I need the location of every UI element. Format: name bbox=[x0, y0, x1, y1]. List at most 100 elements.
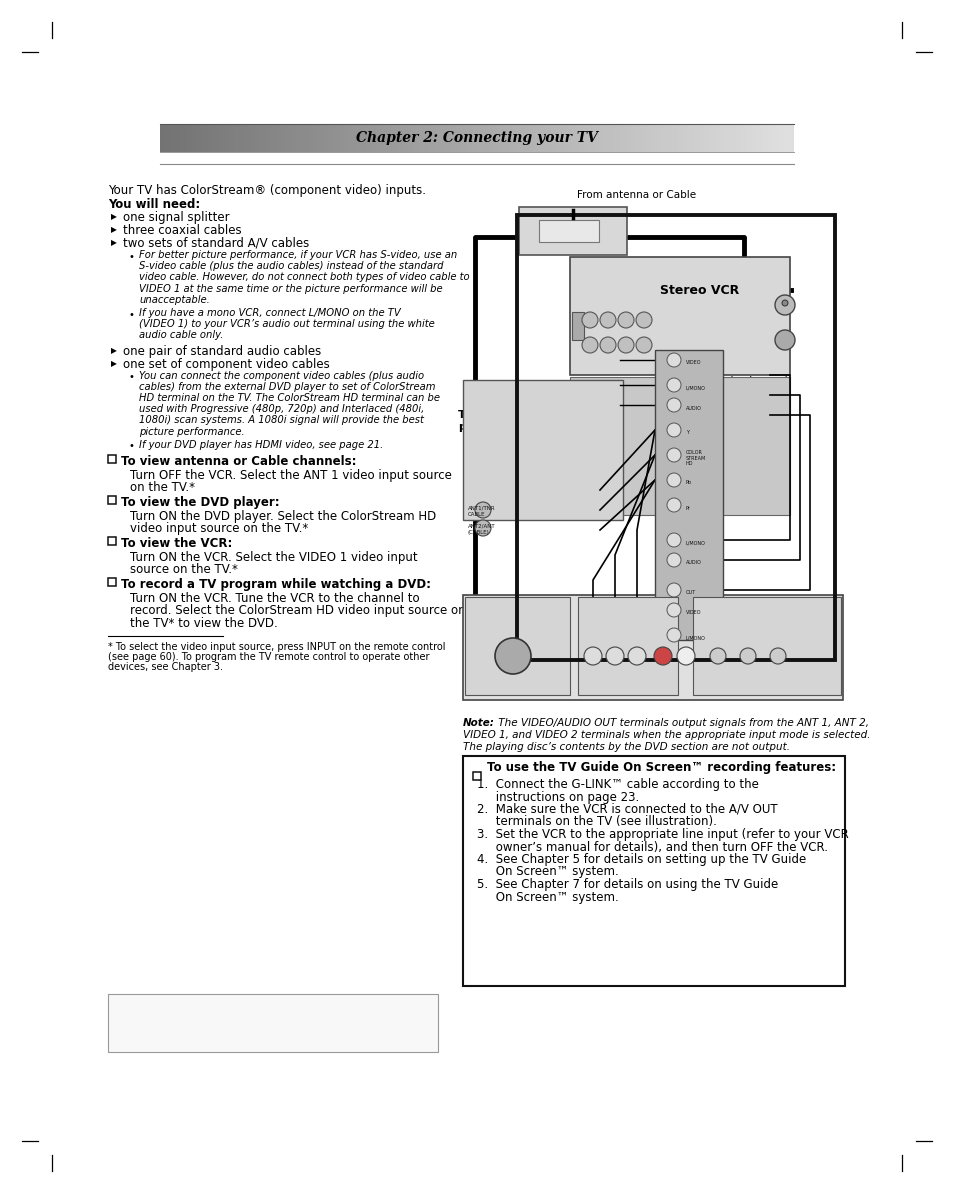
Text: •: • bbox=[128, 441, 133, 451]
Text: owner’s manual for details), and then turn OFF the VCR.: owner’s manual for details), and then tu… bbox=[476, 841, 827, 853]
Text: Y: Y bbox=[685, 431, 688, 435]
Bar bbox=[196, 124, 203, 152]
Bar bbox=[202, 124, 208, 152]
Bar bbox=[387, 124, 393, 152]
Circle shape bbox=[666, 628, 680, 642]
Bar bbox=[518, 124, 524, 152]
Bar bbox=[175, 124, 181, 152]
Bar bbox=[165, 124, 171, 152]
Bar bbox=[757, 124, 762, 152]
Circle shape bbox=[774, 330, 794, 350]
Bar bbox=[672, 124, 678, 152]
Bar bbox=[460, 124, 466, 152]
Circle shape bbox=[605, 647, 623, 665]
Bar bbox=[397, 124, 403, 152]
Text: Pb: Pb bbox=[685, 481, 691, 486]
Bar bbox=[561, 124, 567, 152]
Bar bbox=[281, 124, 287, 152]
Bar bbox=[462, 381, 622, 520]
Circle shape bbox=[774, 295, 794, 315]
Bar bbox=[682, 124, 688, 152]
Bar bbox=[186, 124, 192, 152]
Bar bbox=[497, 124, 503, 152]
Bar bbox=[171, 124, 176, 152]
Bar bbox=[535, 124, 540, 152]
Text: TV lower back: TV lower back bbox=[457, 410, 545, 420]
Circle shape bbox=[581, 313, 598, 328]
Text: ANT2/ANT
(CABLE): ANT2/ANT (CABLE) bbox=[468, 524, 496, 534]
Bar bbox=[329, 124, 335, 152]
Text: terminals on the TV (see illustration).: terminals on the TV (see illustration). bbox=[476, 816, 716, 828]
Text: •: • bbox=[128, 372, 133, 382]
Circle shape bbox=[495, 638, 531, 674]
Bar bbox=[456, 124, 461, 152]
Bar bbox=[250, 124, 255, 152]
Bar bbox=[292, 124, 297, 152]
Circle shape bbox=[666, 472, 680, 487]
Bar bbox=[524, 124, 530, 152]
Bar bbox=[466, 124, 472, 152]
Text: AUDIO: AUDIO bbox=[685, 561, 701, 565]
Text: 1.  Connect the G-LINK™ cable according to the: 1. Connect the G-LINK™ cable according t… bbox=[476, 778, 758, 791]
Bar bbox=[366, 124, 372, 152]
Bar bbox=[313, 124, 318, 152]
Text: three coaxial cables: three coaxial cables bbox=[123, 224, 241, 237]
Text: VIDEO: VIDEO bbox=[685, 360, 700, 365]
Bar bbox=[651, 124, 657, 152]
Bar bbox=[350, 124, 355, 152]
Bar bbox=[730, 124, 736, 152]
Text: video input source on the TV.*: video input source on the TV.* bbox=[130, 523, 308, 536]
Text: ▶: ▶ bbox=[111, 212, 117, 221]
Text: To use the TV Guide On Screen™ recording features:: To use the TV Guide On Screen™ recording… bbox=[486, 761, 835, 774]
Bar bbox=[761, 124, 767, 152]
Bar bbox=[297, 124, 303, 152]
Bar bbox=[323, 124, 329, 152]
Bar bbox=[614, 124, 619, 152]
Circle shape bbox=[666, 533, 680, 548]
Text: devices, see Chapter 3.: devices, see Chapter 3. bbox=[108, 662, 223, 673]
Text: To view the DVD player:: To view the DVD player: bbox=[121, 496, 279, 509]
Text: ▶: ▶ bbox=[111, 346, 117, 354]
Circle shape bbox=[769, 648, 785, 665]
Bar bbox=[493, 124, 498, 152]
Text: If you have a mono VCR, connect L/MONO on the TV: If you have a mono VCR, connect L/MONO o… bbox=[139, 308, 400, 319]
Bar bbox=[645, 124, 651, 152]
Bar bbox=[408, 124, 414, 152]
Text: VIDEO: VIDEO bbox=[685, 611, 700, 616]
Bar bbox=[517, 215, 834, 660]
Bar bbox=[462, 595, 842, 700]
Text: OUT: OUT bbox=[685, 591, 696, 595]
Text: picture performance.: picture performance. bbox=[139, 427, 244, 437]
Text: Turn ON the VCR. Tune the VCR to the channel to: Turn ON the VCR. Tune the VCR to the cha… bbox=[130, 592, 419, 605]
Bar bbox=[655, 350, 722, 639]
Bar bbox=[462, 756, 844, 985]
Bar bbox=[735, 124, 740, 152]
Text: ▶: ▶ bbox=[111, 359, 117, 367]
Bar bbox=[666, 124, 672, 152]
Bar bbox=[223, 124, 229, 152]
Text: used with Progressive (480p, 720p) and Interlaced (480i,: used with Progressive (480p, 720p) and I… bbox=[139, 404, 424, 414]
Text: ANT1/TNR
CABLE: ANT1/TNR CABLE bbox=[468, 506, 496, 517]
Bar bbox=[345, 124, 351, 152]
Bar bbox=[276, 124, 282, 152]
Bar bbox=[556, 124, 561, 152]
Text: unacceptable.: unacceptable. bbox=[139, 295, 210, 304]
Circle shape bbox=[654, 647, 671, 665]
Bar bbox=[572, 313, 583, 340]
Text: COLOR
STREAM
HD: COLOR STREAM HD bbox=[685, 450, 705, 466]
Circle shape bbox=[618, 313, 634, 328]
Bar bbox=[414, 124, 419, 152]
Bar bbox=[435, 124, 440, 152]
Bar bbox=[108, 537, 116, 545]
Text: From antenna or Cable: From antenna or Cable bbox=[577, 190, 696, 200]
Bar bbox=[445, 124, 451, 152]
Bar bbox=[751, 124, 757, 152]
Text: To view the VCR:: To view the VCR: bbox=[121, 537, 233, 550]
Bar bbox=[688, 124, 694, 152]
Bar bbox=[192, 124, 197, 152]
Bar bbox=[656, 124, 661, 152]
Bar bbox=[630, 124, 636, 152]
Text: the TV* to view the DVD.: the TV* to view the DVD. bbox=[130, 617, 277, 630]
Bar bbox=[233, 124, 239, 152]
Circle shape bbox=[709, 648, 725, 665]
